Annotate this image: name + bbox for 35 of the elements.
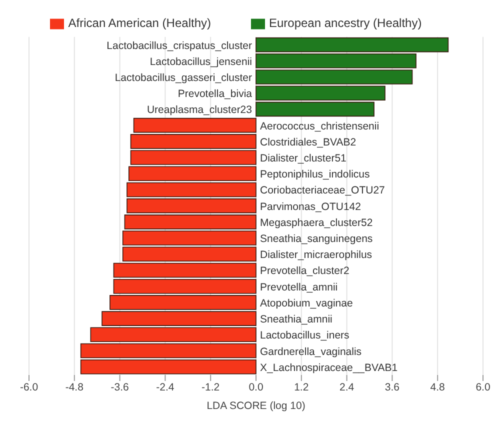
x-tick-label: -1.2 (202, 381, 220, 394)
x-tick-label: -2.4 (156, 381, 174, 394)
y-tick-label: Lactobacillus_iners (260, 330, 350, 342)
y-tick-label: Ureaplasma_cluster23 (146, 104, 252, 116)
y-tick-label: Dialister_cluster51 (260, 152, 347, 165)
y-tick-label: Prevotella_cluster2 (260, 265, 350, 278)
y-tick-label: Prevotella_amnii (260, 281, 338, 294)
x-tick-label: 3.6 (384, 381, 400, 394)
y-tick-label: Dialister_micraerophilus (260, 249, 372, 262)
legend-label: African American (Healthy) (68, 16, 211, 30)
y-tick-label: Parvimonas_OTU142 (260, 200, 362, 213)
x-tick-label: 1.2 (294, 381, 309, 394)
y-tick-label: Peptoniphilus_indolicus (260, 168, 370, 181)
y-tick-label: X_Lachnospiraceae__BVAB1 (260, 362, 398, 374)
x-tick-label: 6.0 (476, 381, 490, 394)
y-tick-label: Aerococcus_christensenii (260, 120, 380, 132)
y-tick-label: Atopobium_vaginae (260, 297, 353, 310)
x-tick-label: -6.0 (20, 381, 38, 394)
x-tick-label: 2.4 (339, 381, 354, 394)
y-tick-label: Sneathia_amnii (260, 314, 332, 326)
x-tick-label: -3.6 (110, 381, 130, 394)
x-tick-label: 0.0 (248, 381, 264, 394)
x-tick-label: -4.8 (65, 381, 84, 394)
legend-label: European ancestry (Healthy) (268, 16, 422, 30)
y-tick-label: Gardnerella_vaginalis (260, 346, 362, 358)
y-tick-label: Sneathia_sanguinegens (260, 233, 373, 246)
y-tick-label: Lactobacillus_jensenii (150, 56, 252, 68)
x-tick-label: 4.8 (430, 381, 446, 394)
x-axis-title: LDA SCORE (log 10) (206, 400, 306, 412)
y-tick-label: Lactobacillus_gasseri_cluster (114, 72, 253, 84)
y-tick-label: Prevotella_bivia (178, 88, 252, 100)
y-tick-label: Megasphaera_cluster52 (260, 216, 373, 229)
y-tick-label: Coriobacteriaceae_OTU27 (260, 184, 386, 197)
y-tick-label: Lactobacillus_crispatus_cluster (106, 40, 252, 52)
y-tick-label: Clostridiales_BVAB2 (260, 136, 356, 148)
